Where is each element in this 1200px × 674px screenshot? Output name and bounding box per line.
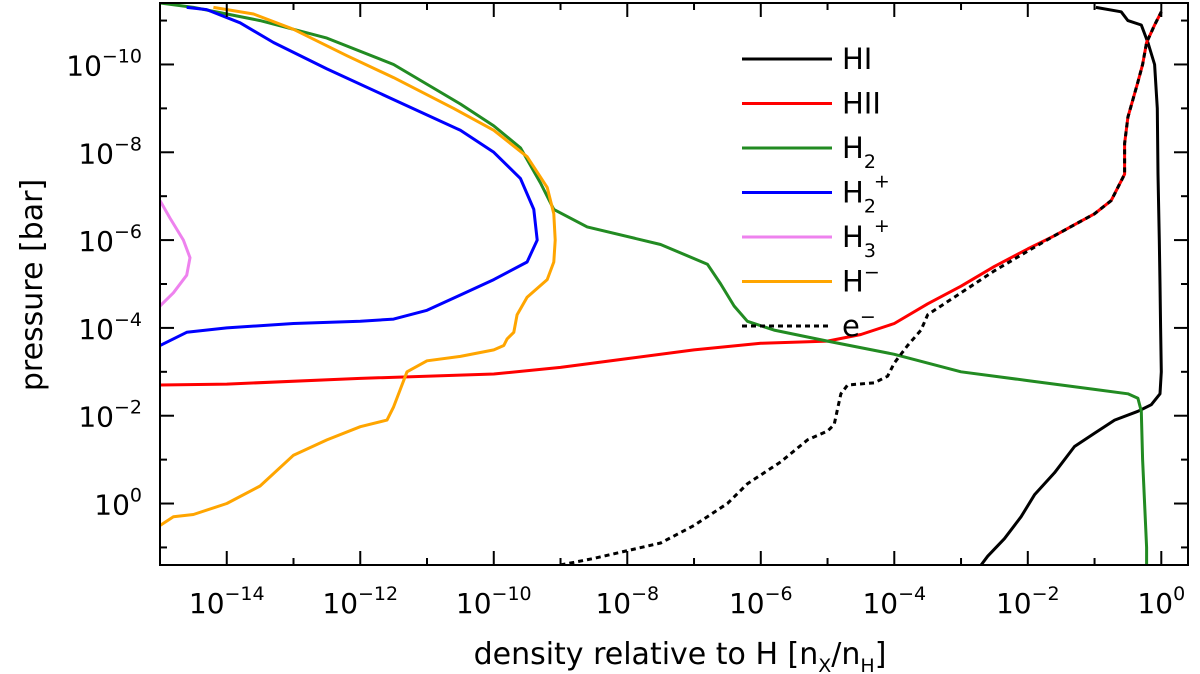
y-tick-label: 10−8 (78, 133, 142, 170)
legend-label: HI (842, 42, 872, 76)
x-tick-label: 10−8 (595, 583, 659, 620)
legend-label: HII (842, 87, 881, 121)
x-tick-label: 100 (1137, 583, 1185, 620)
x-tick-label: 10−6 (729, 583, 793, 620)
series-layer (160, 3, 1163, 565)
x-axis-title: density relative to H [nX/nH] (474, 637, 887, 674)
y-tick-label: 10−2 (78, 397, 142, 434)
series-line-h2 (160, 3, 1149, 565)
legend-label: H− (842, 262, 880, 299)
y-tick-label: 10−6 (78, 221, 142, 258)
x-tick-label: 10−10 (456, 583, 532, 620)
x-tick-label: 10−2 (996, 583, 1060, 620)
series-line-hii (160, 11, 1163, 387)
x-tick-label: 10−14 (189, 583, 265, 620)
y-tick-label: 10−4 (78, 309, 142, 346)
legend-label: e− (842, 306, 876, 343)
legend-label: H3+ (842, 215, 890, 262)
series-line-h2plus (160, 5, 539, 347)
series-line-h3plus (160, 199, 192, 308)
legend-label: H2+ (842, 171, 890, 218)
series-line-eminus (560, 11, 1163, 565)
ticks-layer: 10−14 10−12 10−10 10−8 10−6 10−4 10−2 100 10−10 1… (66, 3, 1188, 620)
x-tick-label: 10−12 (322, 583, 398, 620)
x-tick-label: 10−4 (862, 583, 926, 620)
series-line-hminus (160, 5, 557, 527)
y-tick-label: 100 (94, 485, 142, 522)
y-axis-title: pressure [bar] (15, 179, 50, 391)
legend-label: H2 (842, 131, 876, 173)
y-tick-label: 10−10 (66, 45, 142, 82)
